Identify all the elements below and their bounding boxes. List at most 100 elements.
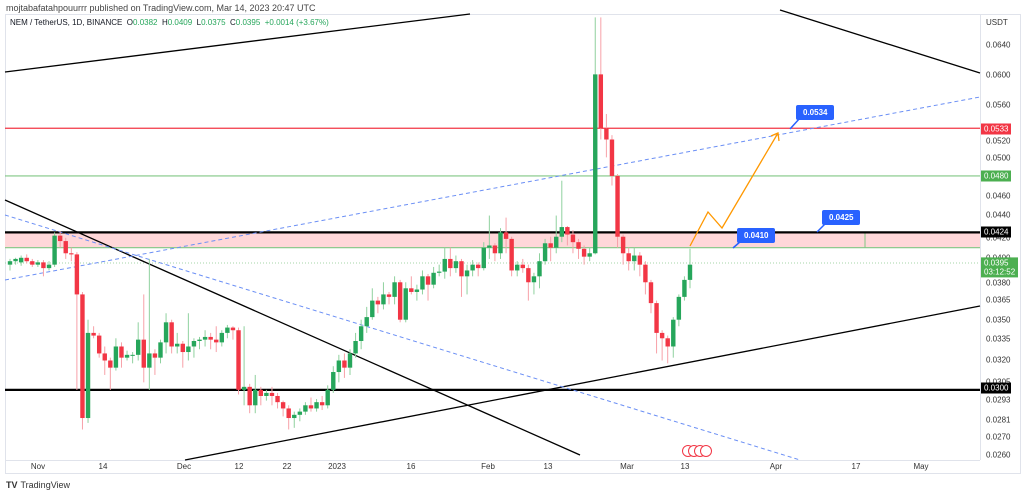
candle-body — [436, 271, 442, 273]
candle-body — [119, 346, 124, 358]
candle-body — [392, 282, 397, 297]
price-axis[interactable] — [980, 14, 1022, 460]
price-tick: 0.0560 — [986, 100, 1011, 110]
candle-body — [682, 279, 687, 297]
candle-body — [96, 335, 102, 354]
candle-body — [113, 346, 119, 368]
time-tick: Mar — [620, 462, 634, 471]
price-marker: 0.0480 — [981, 170, 1012, 182]
candle-body — [386, 294, 392, 297]
candle-body — [453, 261, 459, 269]
candle-body — [52, 235, 57, 265]
symbol-title: NEM / TetherUS, 1D, BINANCE — [10, 18, 123, 27]
candle-body — [364, 317, 369, 327]
price-marker: 0.0424 — [981, 226, 1012, 238]
candle-body — [537, 261, 542, 277]
candle-body — [30, 261, 35, 265]
candle-body — [526, 268, 531, 283]
candle-body — [241, 386, 247, 390]
price-tick: 0.0270 — [986, 432, 1011, 442]
candle-body — [292, 414, 297, 419]
candle-body — [13, 258, 18, 262]
candle-body — [74, 254, 80, 295]
price-tick: 0.0460 — [986, 191, 1011, 201]
change-value: +0.0014 (+3.67%) — [264, 18, 329, 27]
tradingview-footer[interactable]: TV TradingView — [6, 480, 71, 490]
price-tick: 0.0380 — [986, 278, 1011, 288]
candle-body — [135, 339, 141, 355]
time-tick: May — [913, 462, 929, 471]
candle-body — [632, 255, 637, 262]
time-axis[interactable] — [5, 460, 980, 475]
price-callout[interactable]: 0.0410 — [737, 228, 776, 243]
candle-body — [676, 296, 682, 320]
candle-body — [626, 253, 631, 262]
candle-body — [414, 289, 420, 292]
candle-body — [80, 294, 85, 419]
close-value: 0.0395 — [235, 18, 261, 27]
candle-body — [169, 322, 174, 347]
candle-body — [659, 332, 665, 339]
symbol-legend: NEM / TetherUS, 1D, BINANCE O0.0382 H0.0… — [10, 18, 329, 27]
candle-body — [459, 261, 464, 277]
time-tick: Apr — [769, 462, 783, 471]
candle-body — [548, 243, 553, 248]
projection-path — [689, 132, 779, 247]
candle-body — [531, 276, 537, 283]
price-tick: 0.0520 — [986, 136, 1011, 146]
price-tick: 0.0365 — [986, 295, 1011, 305]
candle-body — [247, 386, 252, 406]
price-tick: 0.0260 — [986, 450, 1011, 460]
price-marker: 0.0300 — [981, 382, 1012, 394]
candle-body — [593, 74, 598, 254]
time-tick: 2023 — [328, 462, 346, 471]
price-tick: 0.0293 — [986, 395, 1011, 405]
candle-body — [358, 326, 364, 342]
candle-body — [420, 276, 425, 290]
candle-body — [297, 411, 303, 415]
trendline — [4, 214, 801, 461]
candle-body — [303, 405, 308, 412]
candle-body — [219, 332, 225, 343]
candle-body — [331, 372, 336, 390]
candle-body — [448, 258, 453, 269]
candle-body — [202, 336, 208, 340]
candle-body — [286, 408, 291, 419]
trendline — [4, 96, 981, 281]
candle-body — [442, 258, 447, 272]
candle-body — [487, 245, 492, 248]
candle-body — [375, 300, 381, 305]
time-tick: 14 — [98, 462, 108, 471]
candle-body — [158, 342, 163, 358]
candle-body — [542, 243, 548, 262]
candle-body — [671, 319, 676, 347]
countdown-timer: 03:12:52 — [984, 267, 1016, 277]
candle-body — [604, 128, 609, 140]
trendline — [4, 13, 471, 73]
candle-body — [152, 353, 158, 358]
candle-body — [481, 247, 486, 269]
high-value: 0.0409 — [167, 18, 193, 27]
candle-body — [397, 282, 403, 320]
projection-arrowhead-icon — [770, 132, 780, 142]
candle-body — [264, 392, 269, 396]
candle-body — [503, 232, 509, 239]
price-callout[interactable]: 0.0425 — [822, 210, 861, 225]
publisher-line: mojtabafatahpouurrr published on Trading… — [6, 3, 316, 13]
candle-body — [314, 402, 319, 409]
candle-body — [637, 255, 643, 265]
price-tick: 0.0335 — [986, 334, 1011, 344]
candle-body — [409, 288, 414, 292]
candle-body — [654, 303, 659, 333]
candle-body — [425, 276, 431, 285]
candle-body — [102, 353, 107, 361]
candle-body — [515, 264, 520, 271]
price-callout[interactable]: 0.0534 — [796, 105, 835, 120]
price-tick: 0.0350 — [986, 315, 1011, 325]
candle-body — [141, 339, 146, 368]
candle-body — [186, 346, 191, 353]
candle-body — [576, 242, 581, 249]
candle-body — [520, 264, 525, 269]
candle-body — [236, 330, 241, 390]
